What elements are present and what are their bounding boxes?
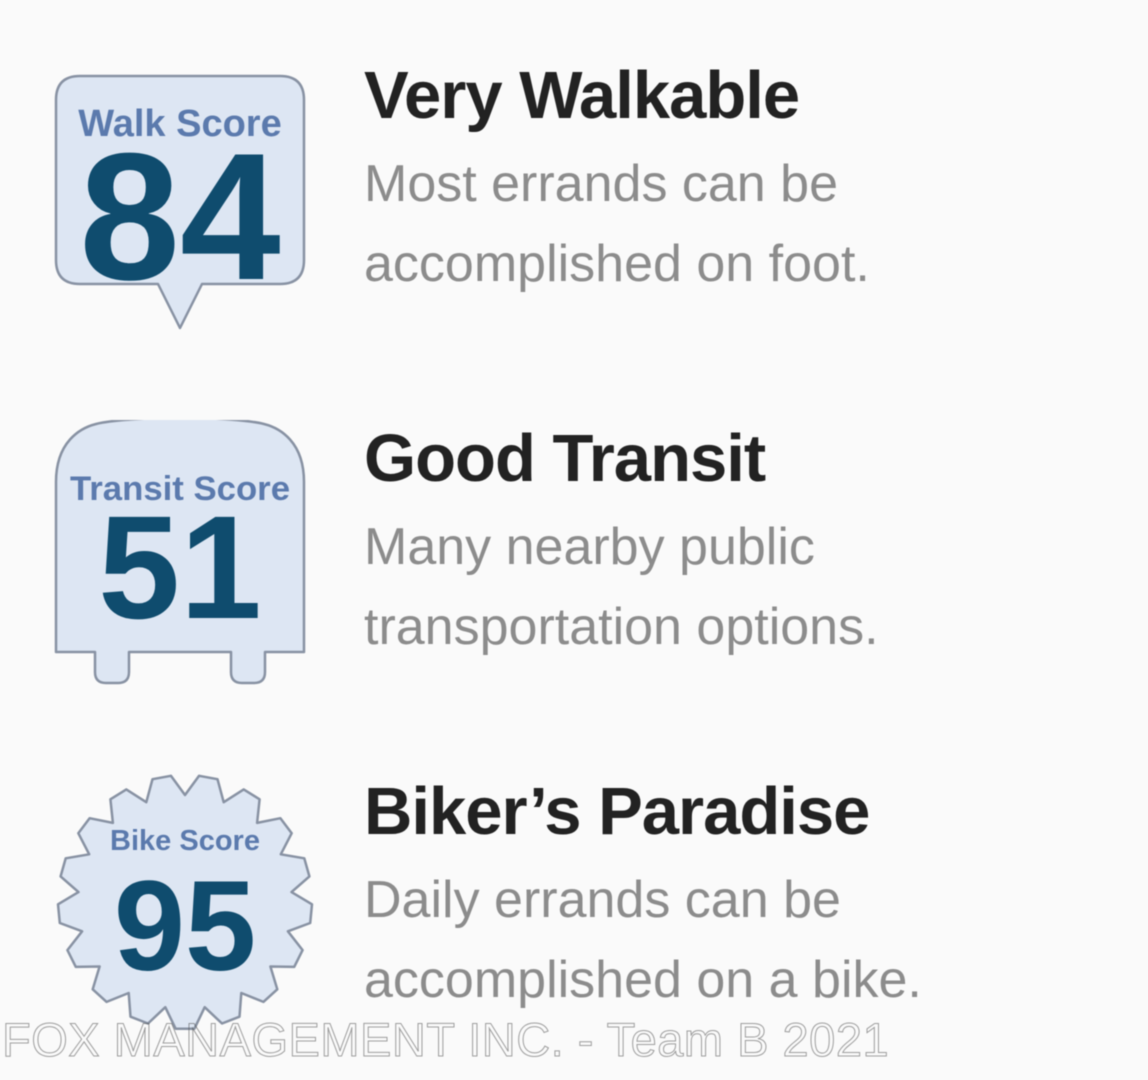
svg-text:Bike Score: Bike Score xyxy=(110,825,260,857)
svg-text:84: 84 xyxy=(79,116,280,318)
svg-text:95: 95 xyxy=(114,855,256,998)
svg-text:51: 51 xyxy=(98,486,262,650)
